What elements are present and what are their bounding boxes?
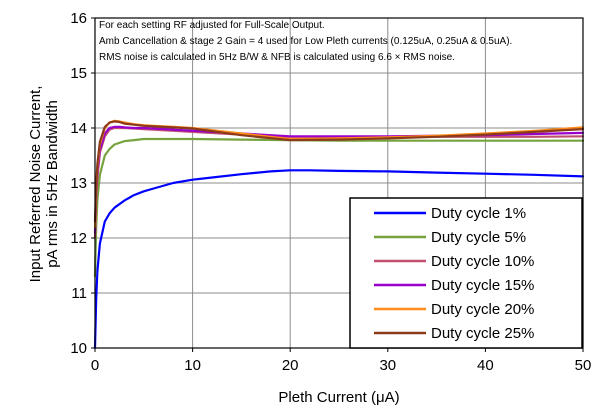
y-tick-label: 14 (70, 120, 87, 137)
legend-label-3: Duty cycle 10% (431, 253, 534, 270)
y-tick-label: 12 (70, 230, 87, 247)
y-axis-title: Input Referred Noise Current, pA rms in … (27, 86, 61, 283)
annotation-line-1: For each setting RF adjusted for Full-Sc… (99, 20, 325, 31)
x-tick-label: 0 (91, 357, 99, 374)
legend: Duty cycle 1% Duty cycle 5% Duty cycle 10%… (350, 198, 582, 348)
y-tick-label: 15 (70, 65, 87, 82)
x-tick-label: 10 (184, 357, 201, 374)
x-tick-label: 50 (575, 357, 592, 374)
legend-label-4: Duty cycle 15% (431, 277, 534, 294)
legend-label-1: Duty cycle 1% (431, 205, 526, 222)
annotation-line-3: RMS noise is calculated in 5Hz B/W & NFB… (99, 52, 455, 63)
y-tick-label: 13 (70, 175, 87, 192)
x-tick-label: 20 (282, 357, 299, 374)
y-tick-label: 16 (70, 10, 87, 27)
legend-label-6: Duty cycle 25% (431, 325, 534, 342)
legend-label-2: Duty cycle 5% (431, 229, 526, 246)
y-axis-title-line-1: Input Referred Noise Current, (27, 86, 44, 283)
annotation-line-2: Amb Cancellation & stage 2 Gain = 4 used… (99, 36, 512, 47)
x-tick-label: 40 (477, 357, 494, 374)
y-tick-label: 10 (70, 340, 87, 357)
y-tick-label: 11 (71, 285, 87, 302)
x-axis-title: Pleth Current (μA) (278, 389, 399, 406)
y-axis-title-line-2: pA rms in 5Hz Bandwidth (44, 100, 61, 268)
legend-label-5: Duty cycle 20% (431, 301, 534, 318)
x-tick-label: 30 (379, 357, 396, 374)
